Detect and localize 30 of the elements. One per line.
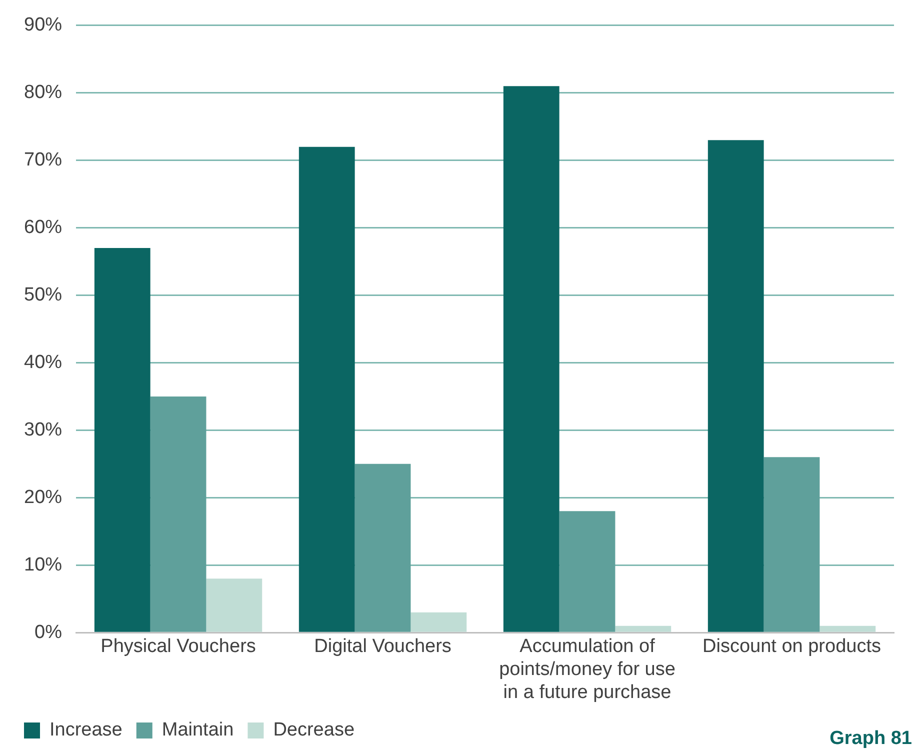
y-tick-label: 70% — [24, 150, 62, 171]
y-tick-label: 40% — [24, 352, 62, 373]
x-tick-label: Physical Vouchers — [100, 636, 256, 658]
y-tick-label: 10% — [24, 554, 62, 576]
bar — [150, 396, 206, 632]
bar — [94, 248, 150, 632]
bar — [354, 464, 411, 632]
bar — [615, 626, 672, 632]
x-tick-label: Accumulation of points/money for use in a future purchase — [499, 636, 676, 703]
y-tick-label: 90% — [24, 14, 62, 36]
y-tick-label: 0% — [34, 622, 62, 643]
y-tick-label: 50% — [24, 284, 62, 306]
legend-label: Increase — [50, 720, 122, 741]
bar — [820, 626, 876, 632]
y-tick-label: 80% — [24, 82, 62, 104]
legend-label: Maintain — [162, 720, 234, 741]
y-tick-label: 60% — [24, 217, 62, 238]
x-tick-label: Digital Vouchers — [314, 636, 452, 658]
x-tick-label: Discount on products — [702, 636, 882, 658]
bar — [503, 86, 560, 632]
bar — [764, 457, 820, 632]
bar — [410, 612, 467, 632]
y-tick-label: 30% — [24, 419, 62, 440]
legend-label: Decrease — [273, 720, 355, 741]
bar — [559, 511, 616, 632]
bar — [206, 578, 262, 632]
y-tick-label: 20% — [24, 486, 62, 508]
bar — [298, 146, 355, 632]
bar — [708, 140, 764, 632]
caption: Graph 81 — [830, 728, 912, 750]
